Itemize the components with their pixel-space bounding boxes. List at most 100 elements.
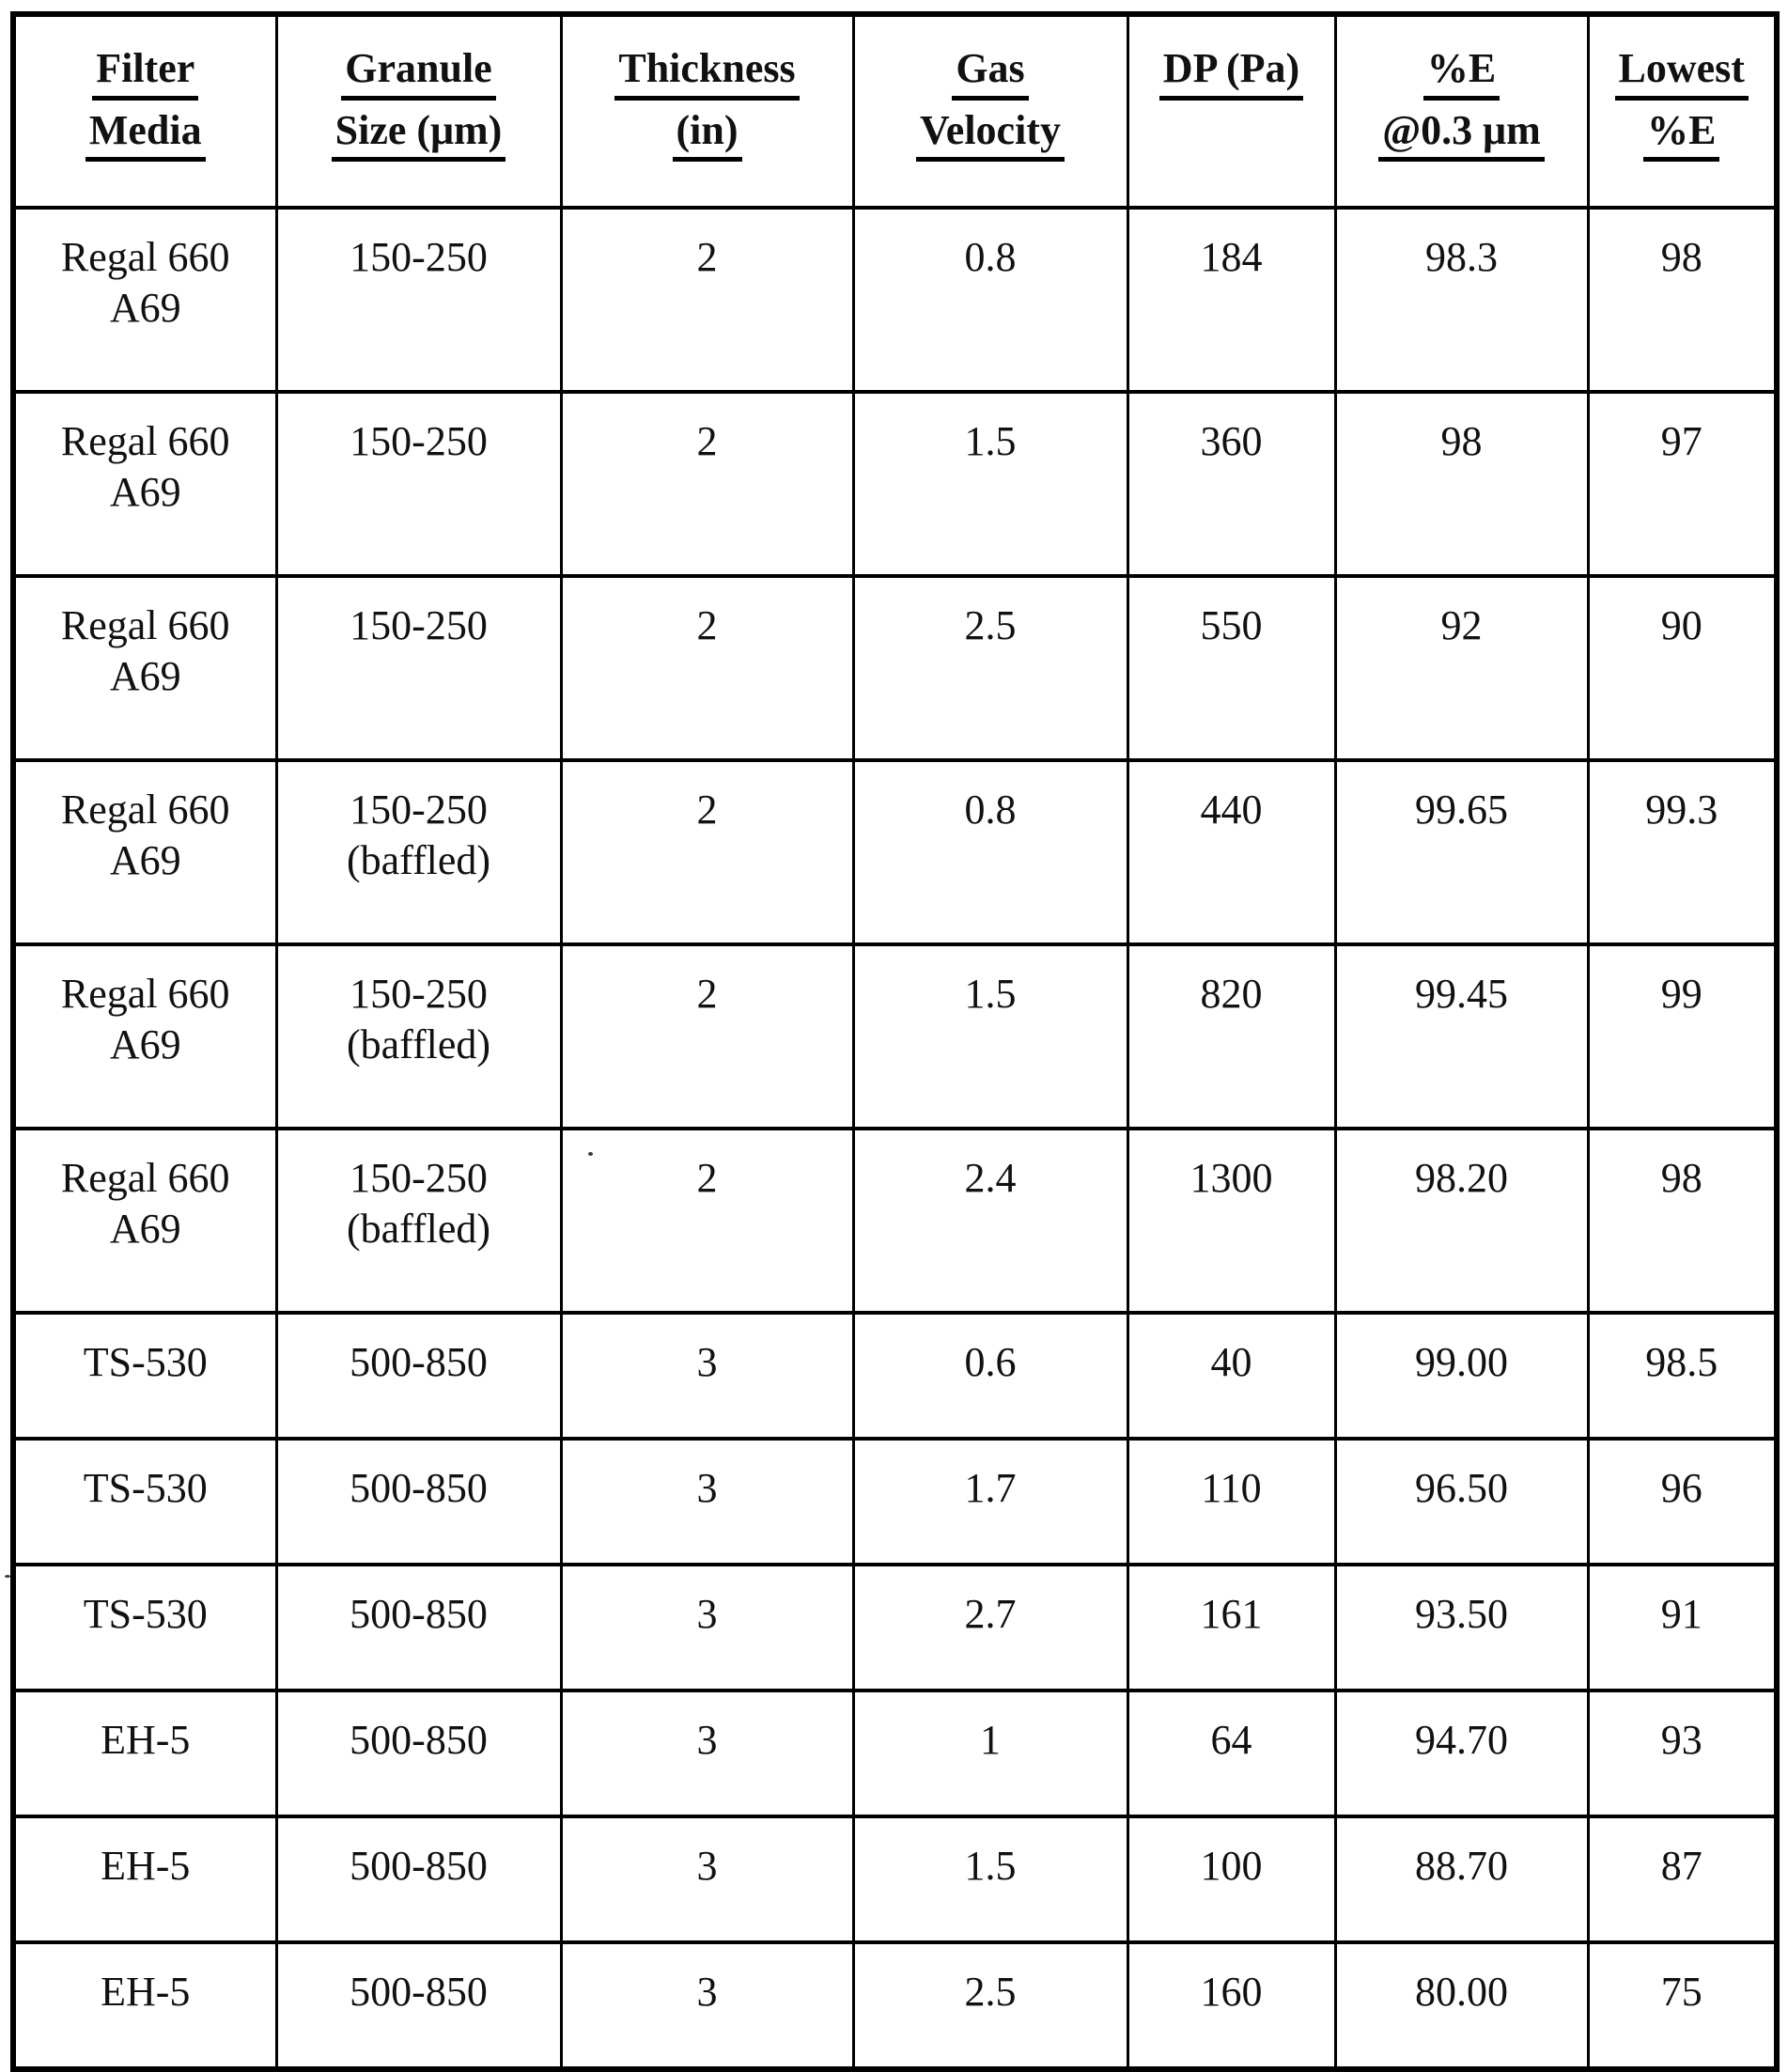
header-row: Filter Media Granule Size (μm) Thickness (in)… — [11, 12, 1779, 210]
cell-granule-size: 150-250 — [274, 390, 563, 578]
header-label-line: Thickness — [564, 45, 850, 101]
cell-text-line: Regal 660 — [60, 971, 230, 1017]
header-label-line: Media — [16, 107, 273, 163]
cell-gas-velocity: 1.5 — [851, 943, 1129, 1130]
header-cell-dp: DP (Pa) — [1126, 12, 1337, 210]
cell-text-line: TS-530 — [83, 1339, 208, 1385]
cell-gas-velocity: 2.4 — [851, 1127, 1129, 1315]
cell-text-line: 500-850 — [350, 1843, 488, 1889]
scanned-document-page: Filter Media Granule Size (μm) Thickness (in)… — [5, 11, 1780, 2072]
cell-lowest-e: 97 — [1586, 390, 1779, 578]
cell-text-line: EH-5 — [101, 1843, 191, 1889]
cell-e-at-03: 98 — [1333, 390, 1590, 578]
cell-e-at-03: 80.00 — [1333, 1940, 1590, 2071]
cell-thickness: 3 — [559, 1689, 855, 1818]
cell-text-line: 500-850 — [350, 1339, 488, 1385]
cell-dp: 100 — [1126, 1815, 1337, 1944]
header-cell-lowest-e: Lowest %E — [1586, 12, 1779, 210]
cell-e-at-03: 88.70 — [1333, 1815, 1590, 1944]
header-cell-filter-media: Filter Media — [11, 12, 278, 210]
header-cell-granule-size: Granule Size (μm) — [274, 12, 563, 210]
cell-lowest-e: 87 — [1586, 1815, 1779, 1944]
header-label-line: Gas — [856, 45, 1125, 101]
cell-dp: 110 — [1126, 1437, 1337, 1566]
cell-filter-media: TS-530 — [11, 1437, 278, 1566]
cell-granule-size: 500-850 — [274, 1940, 563, 2071]
cell-lowest-e: 98 — [1586, 206, 1779, 394]
cell-dp: 360 — [1126, 390, 1337, 578]
scan-artifact-speck — [588, 1152, 593, 1156]
cell-text-line: Regal 660 — [60, 602, 230, 648]
cell-e-at-03: 96.50 — [1333, 1437, 1590, 1566]
cell-thickness: 3 — [559, 1563, 855, 1692]
cell-filter-media: Regal 660 A69 — [11, 574, 278, 762]
cell-text-line: (baffled) — [346, 836, 491, 883]
cell-dp: 161 — [1126, 1563, 1337, 1692]
cell-text-line: 150-250 — [350, 418, 488, 464]
cell-text-line: 500-850 — [350, 1465, 488, 1511]
cell-granule-size: 150-250 (baffled) — [274, 758, 563, 946]
cell-e-at-03: 99.45 — [1333, 943, 1590, 1130]
cell-text-line: EH-5 — [101, 1969, 191, 2015]
header-label-text: DP (Pa) — [1158, 45, 1304, 101]
cell-lowest-e: 96 — [1586, 1437, 1779, 1566]
cell-text-line: A69 — [109, 1020, 181, 1067]
cell-e-at-03: 99.00 — [1333, 1311, 1590, 1441]
cell-thickness: 2 — [559, 1127, 855, 1315]
cell-text-line: A69 — [109, 652, 181, 699]
cell-thickness: 2 — [559, 206, 855, 394]
cell-dp: 1300 — [1126, 1127, 1337, 1315]
cell-granule-size: 500-850 — [274, 1689, 563, 1818]
cell-filter-media: TS-530 — [11, 1563, 278, 1692]
header-label-line: %E — [1591, 107, 1774, 163]
header-label-line: Granule — [279, 45, 558, 101]
cell-granule-size: 500-850 — [274, 1311, 563, 1441]
cell-text-line: A69 — [109, 284, 181, 331]
cell-dp: 440 — [1126, 758, 1337, 946]
header-label-line: (in) — [564, 107, 850, 163]
cell-text-line: EH-5 — [101, 1717, 191, 1763]
cell-text-line: 150-250 — [350, 602, 488, 648]
table-row: TS-530 500-850 3 2.7 161 93.50 91 — [11, 1563, 1779, 1692]
header-label-text: Gas — [952, 45, 1029, 101]
header-label-line: Lowest — [1591, 45, 1774, 101]
cell-granule-size: 150-250 — [274, 206, 563, 394]
cell-granule-size: 150-250 (baffled) — [274, 1127, 563, 1315]
cell-e-at-03: 98.3 — [1333, 206, 1590, 394]
cell-text-line: A69 — [109, 836, 181, 883]
header-label-line: DP (Pa) — [1130, 45, 1332, 101]
cell-text-line: (baffled) — [346, 1205, 491, 1252]
cell-gas-velocity: 1 — [851, 1689, 1129, 1818]
cell-e-at-03: 99.65 — [1333, 758, 1590, 946]
cell-thickness: 3 — [559, 1311, 855, 1441]
cell-filter-media: EH-5 — [11, 1689, 278, 1818]
scan-artifact-speck — [5, 1575, 10, 1578]
cell-dp: 64 — [1126, 1689, 1337, 1818]
cell-granule-size: 500-850 — [274, 1563, 563, 1692]
table-row: EH-5 500-850 3 2.5 160 80.00 75 — [11, 1940, 1779, 2071]
cell-granule-size: 150-250 — [274, 574, 563, 762]
cell-filter-media: Regal 660 A69 — [11, 390, 278, 578]
table-body: Regal 660 A69 150-250 2 0.8 184 98.3 98 Regal 66… — [11, 206, 1779, 2071]
header-label-line: Size (μm) — [279, 107, 558, 163]
cell-gas-velocity: 2.5 — [851, 574, 1129, 762]
table-row: TS-530 500-850 3 0.6 40 99.00 98.5 — [11, 1311, 1779, 1441]
cell-granule-size: 500-850 — [274, 1815, 563, 1944]
cell-text-line: Regal 660 — [60, 787, 230, 833]
filter-media-results-table: Filter Media Granule Size (μm) Thickness (in)… — [10, 11, 1780, 2072]
cell-text-line: 150-250 — [350, 971, 488, 1017]
table-row: Regal 660 A69 150-250 (baffled) 2 1.5 820 99.45… — [11, 943, 1779, 1130]
cell-gas-velocity: 1.7 — [851, 1437, 1129, 1566]
header-label-text: Thickness — [614, 45, 800, 101]
cell-text-line: Regal 660 — [60, 234, 230, 280]
cell-gas-velocity: 0.8 — [851, 206, 1129, 394]
header-label-line: %E — [1338, 45, 1585, 101]
cell-granule-size: 500-850 — [274, 1437, 563, 1566]
table-row: TS-530 500-850 3 1.7 110 96.50 96 — [11, 1437, 1779, 1566]
cell-gas-velocity: 2.7 — [851, 1563, 1129, 1692]
cell-text-line: 150-250 — [350, 1155, 488, 1201]
cell-filter-media: EH-5 — [11, 1940, 278, 2071]
cell-lowest-e: 99.3 — [1586, 758, 1779, 946]
cell-filter-media: Regal 660 A69 — [11, 1127, 278, 1315]
header-label-text: Size (μm) — [331, 107, 506, 163]
